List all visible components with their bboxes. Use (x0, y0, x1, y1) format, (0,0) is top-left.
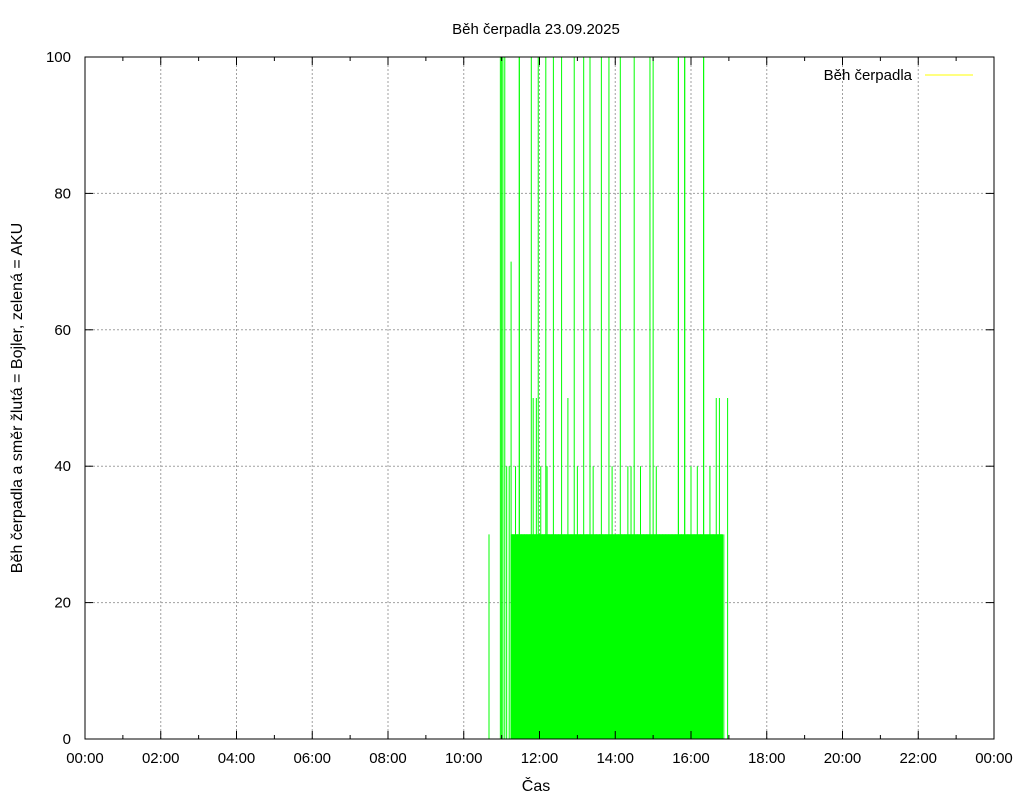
data-series (488, 57, 729, 739)
x-axis-title: Čas (522, 776, 550, 795)
y-axis-title: Běh čerpadla a směr žlutá = Bojler, zele… (9, 223, 26, 573)
legend-label: Běh čerpadla (824, 67, 913, 84)
y-tick-label: 40 (54, 458, 71, 475)
x-tick-label: 18:00 (748, 750, 786, 767)
x-tick-label: 00:00 (975, 750, 1013, 767)
x-tick-label: 12:00 (521, 750, 559, 767)
x-tick-label: 10:00 (445, 750, 483, 767)
x-tick-label: 14:00 (596, 750, 634, 767)
grid (85, 57, 994, 739)
x-tick-label: 02:00 (142, 750, 180, 767)
x-tick-label: 22:00 (899, 750, 937, 767)
y-tick-label: 80 (54, 185, 71, 202)
tick-labels: 00:00 02:00 04:00 06:00 08:00 10:00 12:00 14:00… (46, 49, 1013, 767)
x-tick-label: 20:00 (824, 750, 862, 767)
y-tick-label: 100 (46, 49, 71, 66)
x-tick-label: 06:00 (293, 750, 331, 767)
x-tick-label: 08:00 (369, 750, 407, 767)
legend: Běh čerpadla (824, 67, 973, 84)
y-tick-label: 20 (54, 595, 71, 612)
x-tick-label: 16:00 (672, 750, 710, 767)
y-tick-label: 60 (54, 322, 71, 339)
chart-title: Běh čerpadla 23.09.2025 (452, 21, 620, 38)
x-tick-label: 00:00 (66, 750, 104, 767)
y-tick-label: 0 (63, 731, 71, 748)
x-tick-label: 04:00 (218, 750, 256, 767)
ticks (84, 56, 995, 740)
